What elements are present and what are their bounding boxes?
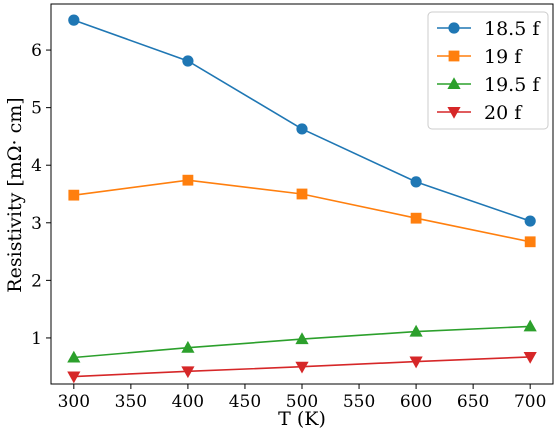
axes: 300 350 400 450 500 550 600 650 700 1 2 3 4 5 6 xyxy=(31,3,554,412)
data-point xyxy=(182,174,194,186)
plot-area xyxy=(67,14,537,384)
x-tick-label: 600 xyxy=(400,392,432,412)
data-point xyxy=(523,319,537,332)
x-tick-label: 450 xyxy=(229,392,261,412)
data-point xyxy=(68,14,80,26)
x-axis-title: T (K) xyxy=(278,408,326,429)
legend-marker xyxy=(447,77,461,89)
legend-marker xyxy=(448,50,460,62)
data-point xyxy=(181,340,195,353)
data-point xyxy=(68,189,80,201)
data-point xyxy=(524,236,536,248)
data-point xyxy=(409,356,423,369)
y-tick-label: 3 xyxy=(31,214,42,234)
x-tick-label: 650 xyxy=(457,392,489,412)
x-tick-label: 700 xyxy=(514,392,546,412)
data-point xyxy=(67,350,81,363)
legend-label: 20 f xyxy=(484,102,523,124)
legend-marker xyxy=(447,107,461,119)
data-point xyxy=(182,55,194,67)
data-point xyxy=(296,188,308,200)
data-point xyxy=(410,212,422,224)
data-point xyxy=(67,371,81,384)
x-tick-label: 500 xyxy=(286,392,318,412)
legend: 18.5 f 19 f 19.5 f 20 f xyxy=(427,11,549,130)
legend-label: 18.5 f xyxy=(484,18,541,40)
series-4 xyxy=(67,351,537,384)
data-point xyxy=(524,215,536,227)
data-point xyxy=(410,176,422,188)
y-tick-label: 4 xyxy=(31,156,42,176)
x-tick-label: 300 xyxy=(58,392,90,412)
series-2 xyxy=(68,174,536,248)
y-tick-label: 2 xyxy=(31,271,42,291)
legend-box xyxy=(427,11,549,130)
x-tick-label: 350 xyxy=(115,392,147,412)
legend-marker xyxy=(448,22,460,34)
legend-item-2: 19 f xyxy=(437,46,523,68)
data-point xyxy=(295,332,309,345)
data-point xyxy=(296,123,308,135)
data-point xyxy=(523,351,537,364)
legend-label: 19.5 f xyxy=(484,74,541,96)
legend-item-1: 18.5 f xyxy=(437,18,541,40)
y-tick-label: 1 xyxy=(31,329,42,349)
series-1 xyxy=(68,14,536,227)
legend-item-3: 19.5 f xyxy=(437,74,541,96)
y-tick-label: 6 xyxy=(31,41,42,61)
y-axis-title: Resistivity [mΩ· cm] xyxy=(4,97,26,292)
legend-label: 19 f xyxy=(484,46,523,68)
y-tick-label: 5 xyxy=(31,99,42,119)
data-point xyxy=(295,361,309,374)
data-point xyxy=(181,366,195,379)
x-tick-label: 400 xyxy=(172,392,204,412)
x-tick-label: 550 xyxy=(343,392,375,412)
series-3 xyxy=(67,319,537,363)
data-point xyxy=(409,324,423,337)
legend-item-4: 20 f xyxy=(437,102,523,124)
